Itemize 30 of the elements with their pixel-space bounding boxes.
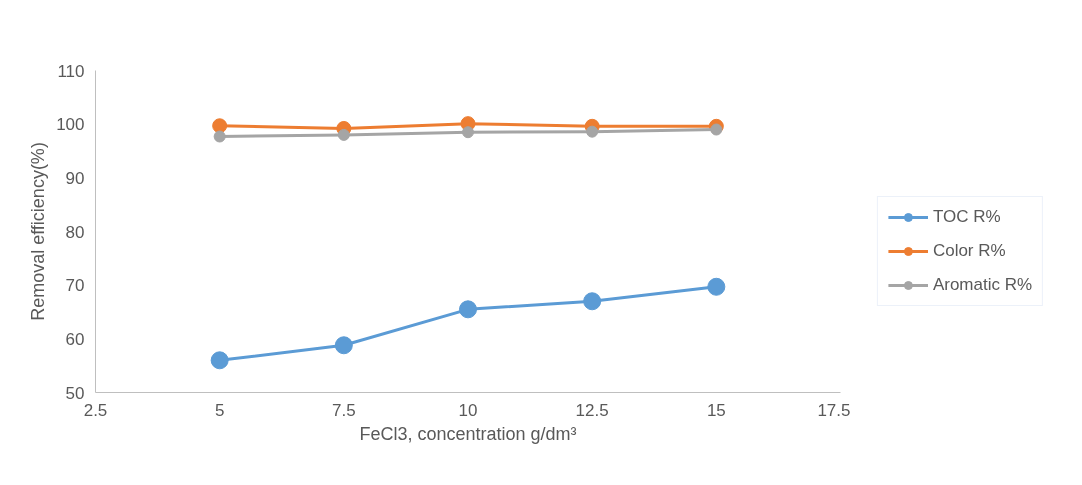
y-tick-label: 90 (65, 168, 85, 188)
x-tick-label: 5 (214, 400, 225, 420)
point (334, 336, 353, 355)
point (210, 351, 229, 370)
point (213, 130, 226, 143)
point (586, 125, 599, 138)
y-tick-label: 110 (57, 61, 85, 81)
point (707, 277, 726, 296)
y-tick-label: 100 (56, 115, 85, 135)
point (459, 300, 477, 319)
x-tick-label: 12.5 (575, 400, 609, 420)
y-tick-label: 70 (65, 276, 85, 296)
x-tick-label: 15 (706, 400, 726, 420)
y-tick-label: 60 (65, 329, 85, 349)
point (583, 292, 602, 311)
point (212, 118, 228, 134)
point (337, 128, 350, 141)
y-tick-label: 80 (65, 222, 85, 242)
x-tick-label: 10 (458, 400, 478, 420)
legend-label: Aromatic R% (932, 274, 1033, 295)
legend-label: TOC R% (932, 206, 1001, 227)
x-tick-label: 17.5 (817, 400, 851, 420)
x-tick-label: 2.5 (83, 400, 108, 420)
x-tick-label: 7.5 (332, 400, 356, 420)
point (462, 126, 474, 139)
x-axis-title: FeCl3, concentration g/dm³ (359, 423, 577, 444)
legend-label: Color R% (932, 240, 1006, 261)
y-tick-label: 50 (65, 383, 85, 403)
y-axis-title: Removal efficiency(%) (28, 142, 49, 321)
point (710, 123, 723, 136)
